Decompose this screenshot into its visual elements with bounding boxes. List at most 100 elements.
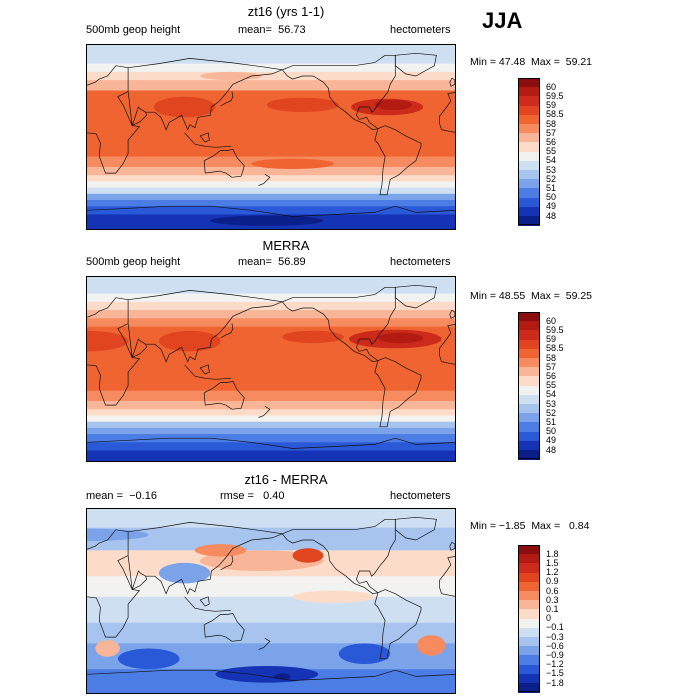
colorbar-swatch: [518, 618, 540, 629]
coastline: [127, 522, 284, 595]
units-label: hectometers: [390, 24, 451, 36]
colorbar-tick-label: 50: [546, 426, 557, 437]
contour-region: [374, 99, 412, 111]
colorbar-swatch: [518, 339, 540, 350]
contour-region: [282, 330, 344, 344]
colorbar-swatch: [518, 170, 540, 180]
colorbar-tick-label: −0.9: [546, 649, 564, 660]
colorbar-tick-label: 56: [546, 136, 557, 147]
colorbar-tick-label: 56: [546, 370, 557, 381]
contour-region: [215, 666, 319, 683]
colorbar-swatch: [518, 545, 540, 555]
colorbar-swatch: [518, 197, 540, 208]
colorbar-swatch: [518, 572, 540, 583]
coastline: [199, 364, 210, 375]
colorbar-tick-label: 0.9: [546, 576, 559, 587]
contour-region: [194, 544, 247, 557]
season-label: JJA: [482, 8, 523, 33]
colorbar-swatch: [518, 563, 540, 573]
contour-band: [87, 596, 455, 624]
colorbar-swatch: [518, 358, 540, 368]
contour-band: [87, 166, 455, 176]
colorbar-tick-label: 48: [546, 444, 557, 455]
colorbar-tick-label: 0.3: [546, 594, 559, 605]
contour-band: [87, 415, 455, 423]
colorbar-swatch: [518, 367, 540, 377]
colorbar-tick-label: 58.5: [546, 343, 564, 354]
coastline: [87, 437, 455, 449]
colorbar-tick-label: 49: [546, 201, 557, 212]
colorbar-swatch: [518, 376, 540, 386]
colorbar-tick-label: 54: [546, 155, 557, 166]
coastline: [132, 344, 147, 358]
contour-band: [87, 509, 455, 529]
contour-band: [87, 200, 455, 207]
contour-region: [274, 673, 291, 680]
colorbar-swatch: [518, 188, 540, 198]
contour-band: [87, 206, 455, 216]
coastline: [199, 132, 210, 143]
colorbar-tick-label: 0.1: [546, 603, 559, 614]
contour-band: [87, 427, 455, 435]
coastline: [258, 405, 271, 418]
colorbar-tick-label: −1.8: [546, 677, 564, 688]
units-label: hectometers: [390, 256, 451, 268]
coastline: [439, 91, 455, 133]
colorbar-swatch: [518, 609, 540, 619]
coastline: [394, 284, 437, 309]
min-max-readout: Min = −1.85 Max = 0.84: [470, 520, 590, 532]
colorbar-swatch: [518, 683, 540, 693]
min-max-readout: Min = 47.48 Max = 59.21: [470, 56, 593, 68]
coastline: [203, 613, 245, 642]
contour-band: [87, 527, 455, 551]
colorbar-tick-label: 58: [546, 118, 557, 129]
contour-region: [210, 215, 324, 226]
colorbar-tick-label: 57: [546, 361, 557, 372]
colorbar-swatch: [518, 554, 540, 564]
colorbar-tick-label: 59.5: [546, 324, 564, 335]
contour-band: [87, 71, 455, 81]
contour-region: [87, 528, 149, 541]
contour-band: [87, 421, 455, 429]
contour-band: [87, 409, 455, 417]
colorbar-tick-label: 0.6: [546, 585, 559, 596]
coastline: [439, 323, 455, 365]
coastline: [184, 596, 231, 612]
colorbar-tick-label: 60: [546, 81, 557, 92]
contour-band: [87, 187, 455, 195]
variable-label: 500mb geop height: [86, 24, 181, 36]
colorbar-swatch: [518, 431, 540, 442]
coastline: [258, 637, 271, 650]
panel-title: zt16 - MERRA: [244, 472, 328, 487]
colorbar-swatch: [518, 422, 540, 432]
contour-band: [87, 45, 455, 65]
map-obs: [86, 276, 456, 462]
contour-region: [117, 648, 180, 670]
contour-band: [87, 310, 455, 319]
coastline: [220, 323, 234, 339]
contour-band: [87, 622, 455, 644]
coastline: [199, 596, 210, 607]
colorbar-swatch: [518, 413, 540, 423]
contour-region: [158, 562, 211, 584]
contour-region: [377, 332, 424, 344]
mean-value: 56.89: [278, 256, 306, 268]
contour-region: [292, 590, 375, 603]
mean-value: 56.73: [278, 24, 306, 36]
colorbar-swatch: [518, 105, 540, 116]
coastline: [282, 54, 396, 131]
coastline: [132, 576, 147, 590]
coastline: [220, 91, 234, 107]
colorbar-outline: [518, 78, 540, 226]
colorbar-swatch: [518, 385, 540, 396]
contour-band: [87, 277, 455, 295]
colorbar-tick-label: 59.5: [546, 90, 564, 101]
colorbar-tick-label: 58.5: [546, 109, 564, 120]
colorbar-tick-label: 1.5: [546, 557, 559, 568]
colorbar-tick-label: 52: [546, 407, 557, 418]
coastline: [184, 132, 231, 148]
contour-region: [153, 96, 216, 118]
variable-label: 500mb geop height: [86, 256, 181, 268]
contour-band: [87, 181, 455, 189]
contour-band: [87, 450, 455, 461]
